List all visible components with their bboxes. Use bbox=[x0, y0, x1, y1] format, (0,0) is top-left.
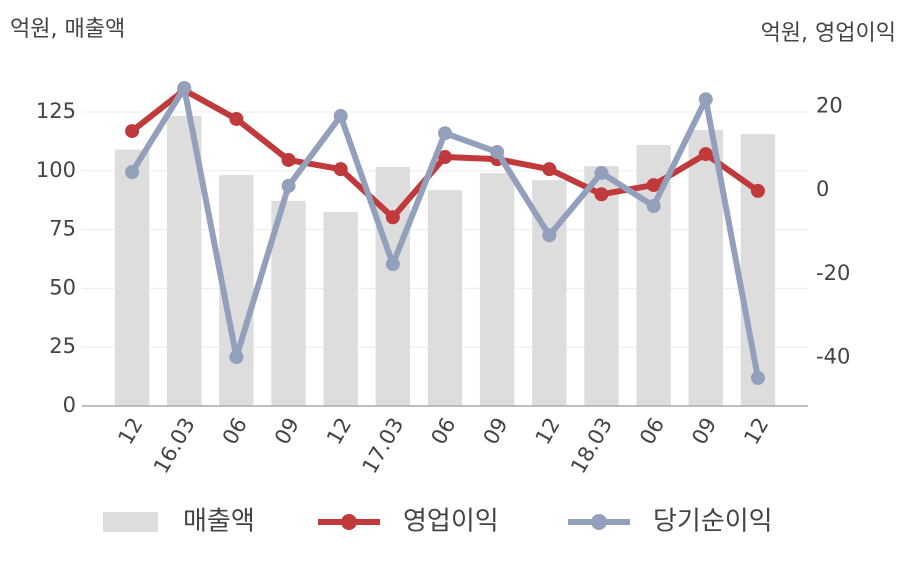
point bbox=[542, 228, 557, 243]
legend-item: 영업이익 bbox=[318, 507, 499, 537]
legend-item: 당기순이익 bbox=[568, 507, 773, 537]
x-tick-label: 17.03 bbox=[358, 414, 409, 478]
point bbox=[229, 350, 244, 365]
point bbox=[646, 198, 661, 213]
point bbox=[698, 92, 713, 107]
legend-label: 매출액 bbox=[183, 507, 255, 537]
bar bbox=[323, 211, 358, 406]
bar bbox=[114, 149, 150, 406]
point bbox=[125, 165, 140, 180]
x-tick-label: 06 bbox=[635, 414, 669, 449]
x-tick-label: 09 bbox=[270, 414, 304, 449]
x-tick-label: 12 bbox=[113, 414, 147, 449]
legend-label: 영업이익 bbox=[403, 507, 499, 537]
legend-item: 매출액 bbox=[103, 507, 255, 537]
point bbox=[281, 152, 296, 167]
x-tick-label: 06 bbox=[426, 414, 460, 449]
y-tick-label: 75 bbox=[49, 217, 76, 241]
legend-marker bbox=[341, 514, 357, 530]
y2-axis-title: 억원, 영업이익 bbox=[761, 21, 896, 46]
point bbox=[750, 370, 765, 385]
bar bbox=[167, 115, 202, 406]
point bbox=[698, 147, 713, 162]
point bbox=[385, 257, 400, 272]
y2-tick-label: -20 bbox=[816, 261, 850, 285]
bar bbox=[427, 190, 463, 406]
point bbox=[229, 111, 244, 126]
y-tick-label: 25 bbox=[49, 334, 76, 358]
x-tick-label: 16.03 bbox=[149, 414, 200, 478]
y-tick-label: 100 bbox=[36, 158, 76, 182]
bar bbox=[271, 200, 306, 406]
point bbox=[385, 210, 400, 225]
y-axis-title: 억원, 매출액 bbox=[10, 17, 125, 42]
point bbox=[646, 178, 661, 193]
point bbox=[333, 109, 348, 124]
x-tick-label: 09 bbox=[479, 413, 513, 448]
point bbox=[542, 162, 557, 177]
x-tick-label: 18.03 bbox=[566, 414, 617, 478]
y-tick-label: 125 bbox=[36, 99, 76, 123]
legend-marker bbox=[591, 514, 607, 530]
point bbox=[333, 162, 348, 177]
legend-swatch bbox=[103, 512, 158, 532]
point bbox=[177, 81, 192, 95]
y2-tick-label: 20 bbox=[816, 93, 843, 117]
x-tick-label: 12 bbox=[322, 414, 356, 449]
bar bbox=[584, 166, 619, 406]
point bbox=[490, 145, 505, 160]
x-tick-label: 12 bbox=[739, 414, 773, 449]
legend-label: 당기순이익 bbox=[653, 507, 773, 537]
x-tick-label: 06 bbox=[218, 414, 252, 449]
x-tick-label: 09 bbox=[687, 414, 721, 449]
y-tick-label: 50 bbox=[49, 275, 76, 299]
y-tick-label: 0 bbox=[63, 393, 76, 417]
point bbox=[750, 183, 765, 198]
point bbox=[438, 126, 452, 141]
point bbox=[125, 124, 140, 139]
y2-tick-label: 0 bbox=[816, 177, 829, 201]
point bbox=[594, 165, 609, 180]
x-tick-label: 12 bbox=[531, 414, 565, 449]
point bbox=[594, 187, 609, 202]
bar bbox=[479, 173, 515, 406]
point bbox=[438, 150, 452, 165]
point bbox=[281, 178, 296, 193]
y2-tick-label: -40 bbox=[816, 344, 850, 368]
